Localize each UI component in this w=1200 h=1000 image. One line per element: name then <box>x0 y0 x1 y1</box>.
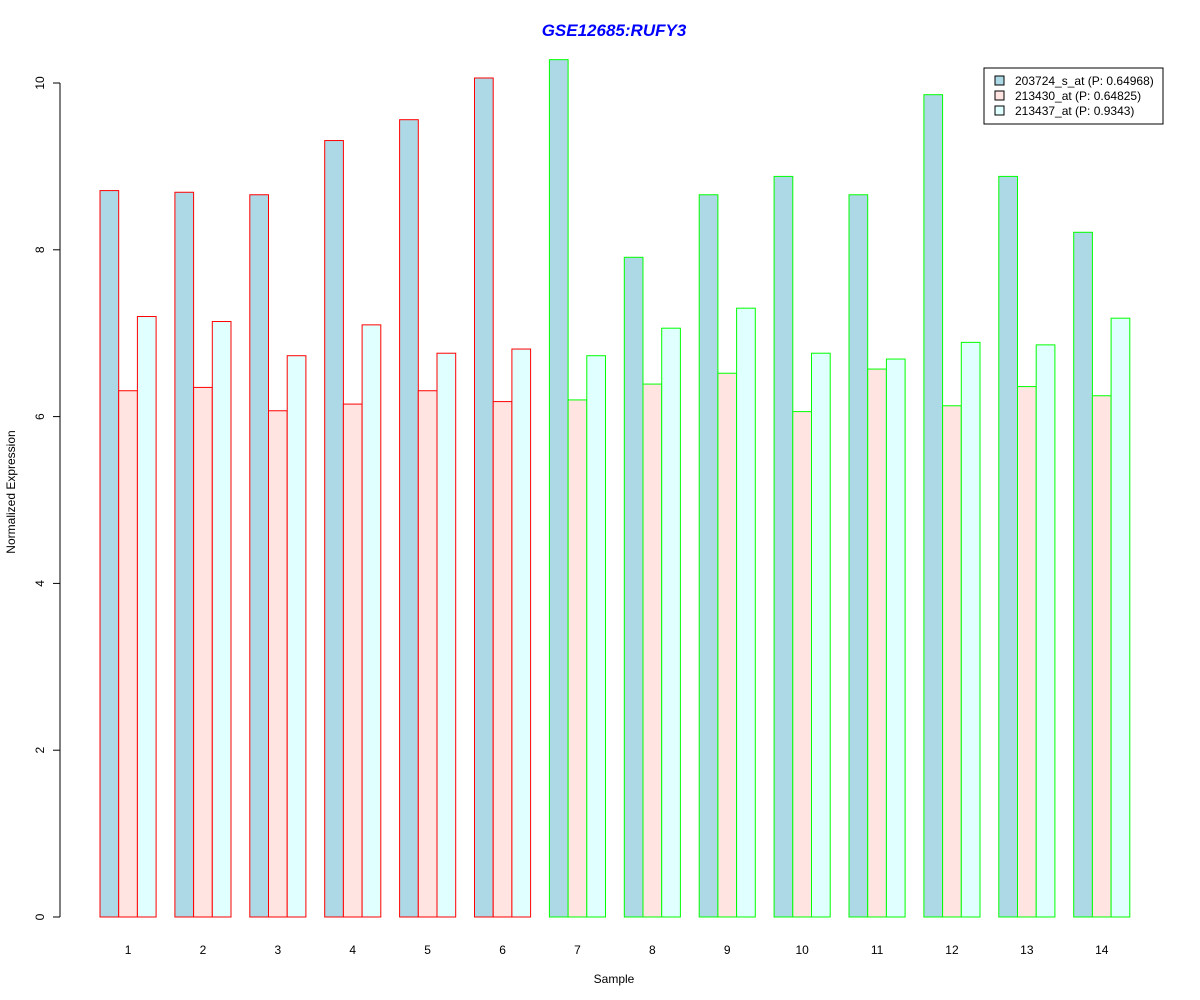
x-tick-label: 4 <box>349 943 356 957</box>
bar-14-series-3 <box>1110 317 1131 918</box>
bar-10-series-1 <box>773 175 794 918</box>
x-tick-label: 10 <box>795 943 809 957</box>
bar-4-series-3 <box>361 324 382 918</box>
x-tick-label: 13 <box>1020 943 1034 957</box>
x-tick-label: 9 <box>724 943 731 957</box>
bar-5-series-2 <box>417 390 438 918</box>
bar-4-series-1 <box>324 140 344 918</box>
y-tick-label: 6 <box>33 413 47 420</box>
x-tick-label: 6 <box>499 943 506 957</box>
bar-1-series-3 <box>136 316 157 918</box>
bar-10-series-3 <box>811 352 831 918</box>
bar-5-series-1 <box>399 119 419 918</box>
bar-13-series-3 <box>1035 344 1056 918</box>
bar-8-series-3 <box>661 327 681 918</box>
y-tick-label: 4 <box>33 580 47 587</box>
bar-3-series-1 <box>249 194 270 918</box>
bar-7-series-2 <box>567 399 588 918</box>
x-tick-label: 3 <box>275 943 282 957</box>
bar-3-series-3 <box>286 355 307 918</box>
bar-1-series-1 <box>99 190 120 918</box>
legend-swatch <box>994 90 1005 101</box>
legend-entry-label: 203724_s_at (P: 0.64968) <box>1015 74 1154 88</box>
bar-6-series-2 <box>492 401 513 918</box>
x-tick-label: 2 <box>200 943 207 957</box>
bar-1-series-2 <box>118 390 138 918</box>
bar-6-series-1 <box>474 77 494 918</box>
bar-10-series-2 <box>792 411 812 918</box>
y-axis-label: Normalized Expression <box>4 430 18 553</box>
bar-11-series-2 <box>867 368 887 918</box>
bar-9-series-1 <box>698 194 719 918</box>
x-tick-label: 12 <box>945 943 959 957</box>
legend: 203724_s_at (P: 0.64968)213430_at (P: 0.… <box>983 67 1164 125</box>
bar-2-series-2 <box>193 386 213 918</box>
x-tick-label: 8 <box>649 943 656 957</box>
y-tick-label: 2 <box>33 747 47 754</box>
bar-9-series-3 <box>736 307 756 918</box>
bar-2-series-1 <box>174 191 195 918</box>
bar-14-series-1 <box>1073 231 1093 918</box>
bar-5-series-3 <box>436 352 457 918</box>
bar-13-series-1 <box>998 175 1018 918</box>
y-tick-label: 10 <box>33 76 47 90</box>
bar-3-series-2 <box>268 410 288 918</box>
bar-2-series-3 <box>211 321 232 918</box>
bar-8-series-2 <box>642 383 663 918</box>
x-axis-label: Sample <box>594 972 635 986</box>
x-tick-label: 7 <box>574 943 581 957</box>
bar-13-series-2 <box>1017 386 1037 918</box>
bar-12-series-1 <box>923 94 944 918</box>
legend-swatch <box>994 75 1005 86</box>
bar-14-series-2 <box>1091 395 1112 918</box>
x-tick-label: 1 <box>125 943 132 957</box>
y-tick-label: 8 <box>33 246 47 253</box>
bars-group <box>99 59 1131 918</box>
x-tick-label: 11 <box>871 943 884 957</box>
y-tick-label: 0 <box>33 913 47 920</box>
bar-4-series-2 <box>342 403 363 918</box>
bar-7-series-3 <box>586 355 606 918</box>
legend-entry-label: 213437_at (P: 0.9343) <box>1015 104 1134 118</box>
bar-11-series-3 <box>885 358 906 918</box>
bar-7-series-1 <box>548 59 569 918</box>
bar-8-series-1 <box>623 256 644 918</box>
bar-11-series-1 <box>848 194 869 918</box>
legend-entry-label: 213430_at (P: 0.64825) <box>1015 89 1141 103</box>
x-tick-label: 5 <box>424 943 431 957</box>
x-tick-label: 14 <box>1095 943 1109 957</box>
bar-12-series-2 <box>942 405 962 918</box>
legend-box <box>983 67 1164 125</box>
chart-title: GSE12685:RUFY3 <box>542 21 687 40</box>
legend-swatch <box>994 105 1005 116</box>
bar-12-series-3 <box>960 341 981 918</box>
bar-9-series-2 <box>717 372 738 918</box>
x-axis: 1 2 3 4 5 6 7 8 9 10 11 12 13 14 <box>125 943 1109 957</box>
bar-6-series-3 <box>511 348 532 918</box>
y-axis: 0 2 4 6 8 10 <box>33 76 61 920</box>
